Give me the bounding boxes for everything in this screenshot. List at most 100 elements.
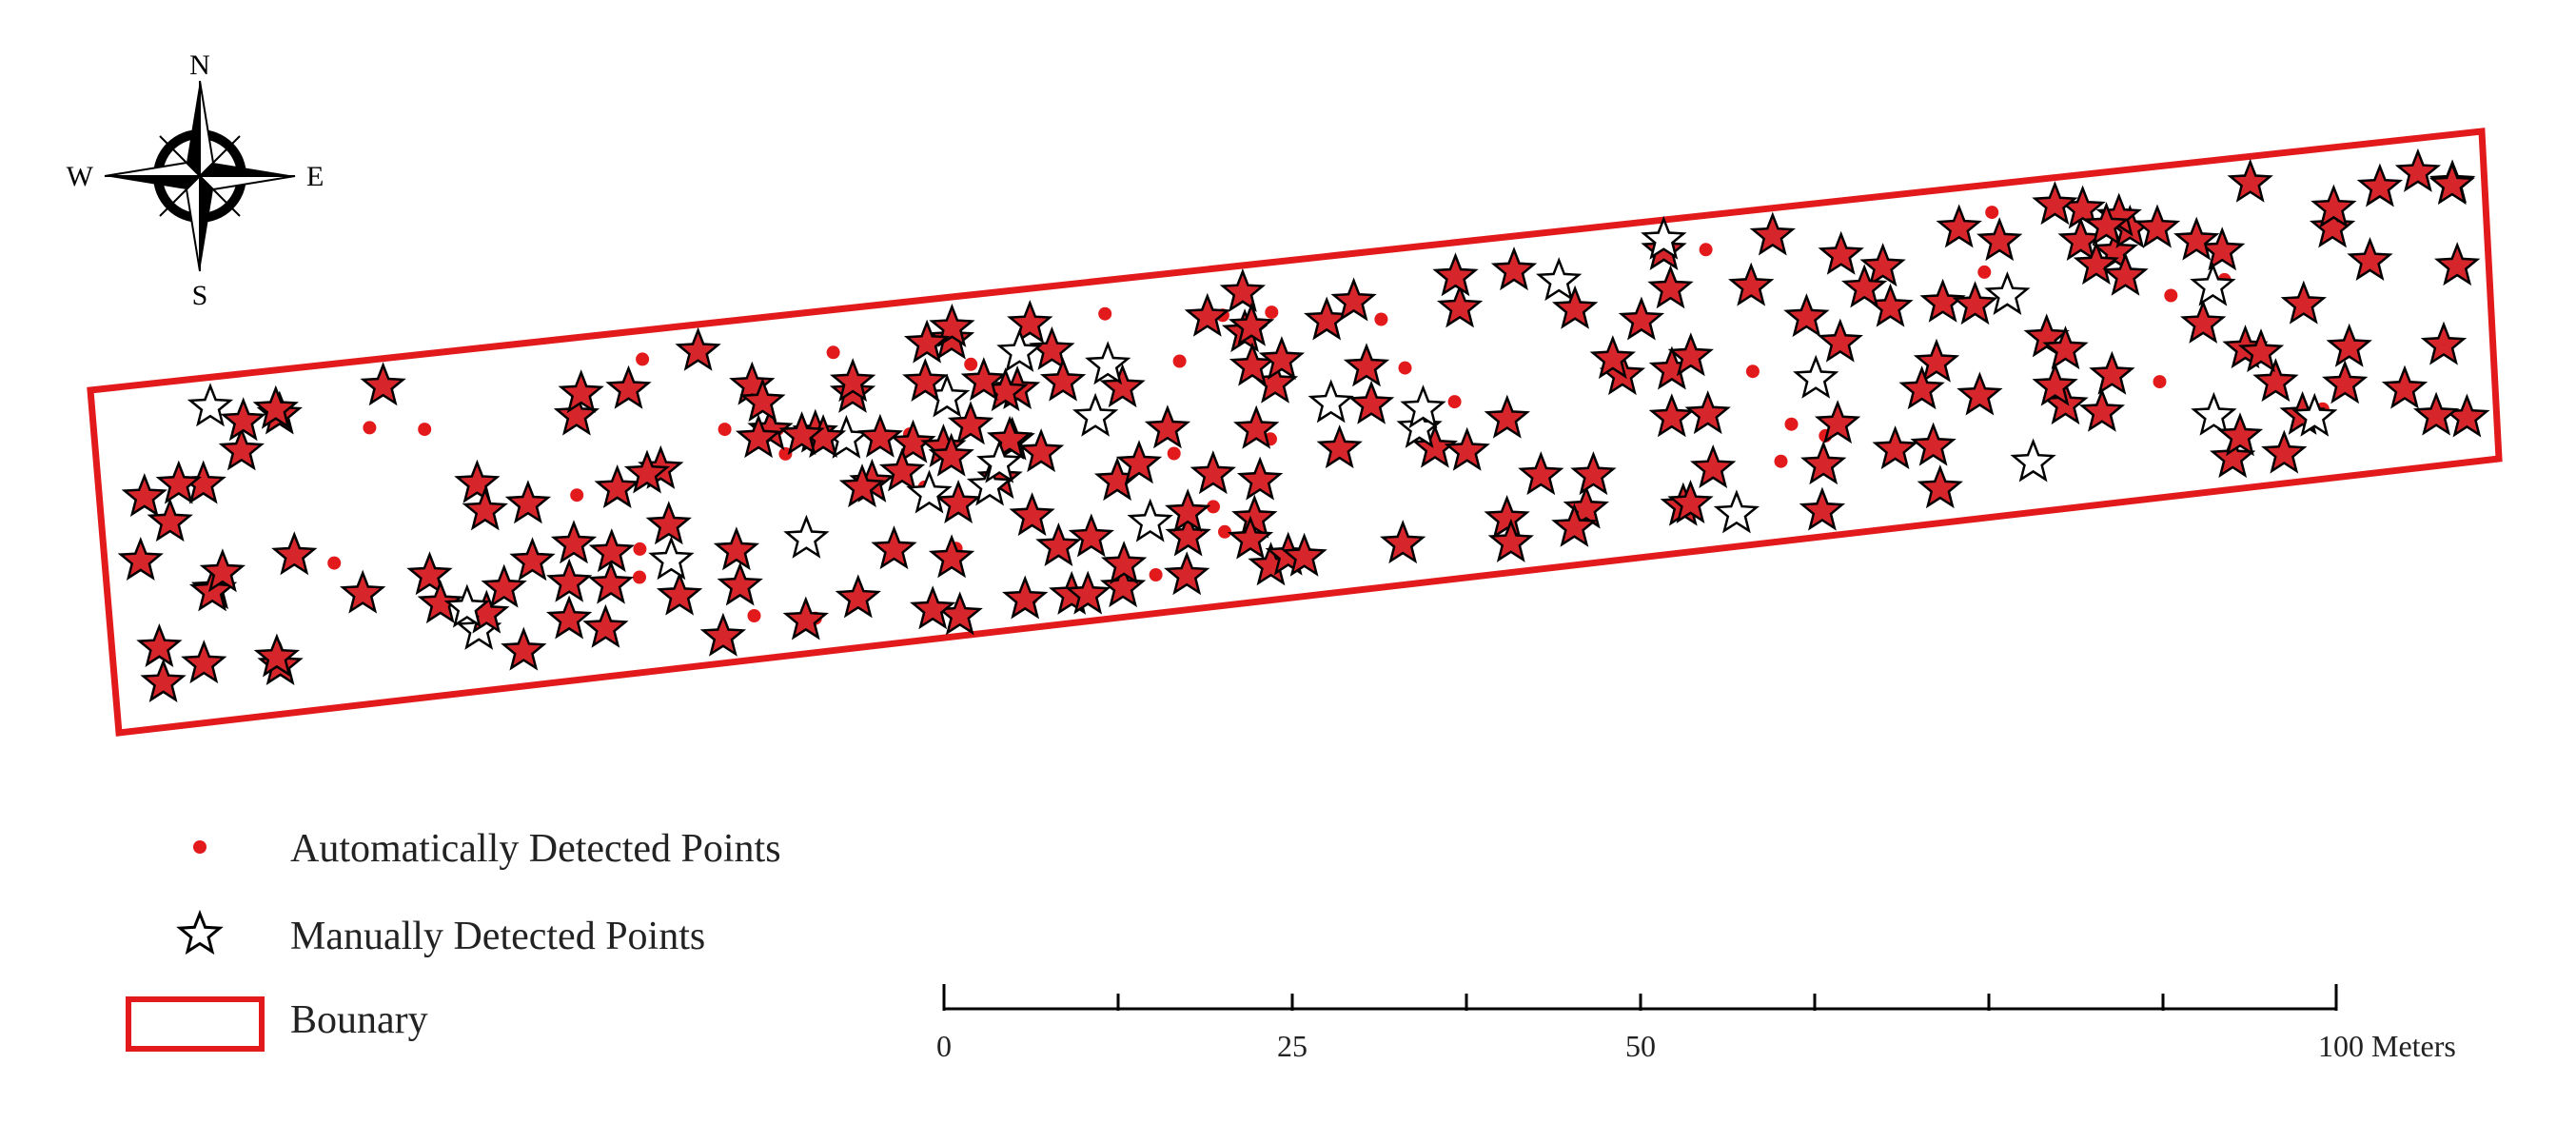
manual-point-star xyxy=(1958,373,2001,414)
legend-boundary-label: Bounary xyxy=(290,998,428,1042)
compass-rose: N S E W xyxy=(67,49,324,311)
manual-point-star xyxy=(930,536,973,577)
manual-point-star xyxy=(1785,295,1828,336)
manual-point-star xyxy=(715,528,758,569)
scale-label-100-meters: 100 Meters xyxy=(2318,1029,2456,1063)
manual-point-star xyxy=(552,522,596,562)
auto-point-dot xyxy=(1784,417,1799,431)
manual-point-star xyxy=(2358,165,2402,206)
legend-auto-label: Automatically Detected Points xyxy=(290,827,781,871)
manual-point-star xyxy=(607,366,650,408)
manual-point-star xyxy=(584,605,627,647)
compass-north-label: N xyxy=(189,49,210,81)
legend: Automatically Detected Points Manually D… xyxy=(126,827,781,1052)
auto-point-dot xyxy=(1167,446,1181,461)
manual-point-star xyxy=(119,539,162,580)
manual-point-star xyxy=(2324,362,2367,403)
manual-point-star xyxy=(650,538,693,579)
manual-point-star xyxy=(1309,381,1352,422)
manual-point-star xyxy=(1819,320,1861,362)
manual-point-star xyxy=(2383,366,2427,408)
manual-point-star xyxy=(1912,424,1955,465)
boundary-polygon xyxy=(87,128,2503,737)
manual-point-star xyxy=(2193,393,2235,435)
manual-point-star xyxy=(718,563,761,604)
manual-point-star xyxy=(1445,428,1488,470)
manual-point-star xyxy=(2091,352,2134,394)
manual-point-star xyxy=(658,573,701,615)
auto-point-dot xyxy=(1985,206,1999,220)
manual-point-star xyxy=(1318,426,1361,467)
manual-point-star xyxy=(1146,406,1190,447)
auto-point-dot xyxy=(1265,305,1279,320)
manual-point-star xyxy=(2182,302,2225,343)
auto-point-dot xyxy=(964,357,978,371)
manual-point-star xyxy=(1191,452,1234,493)
auto-point-dot xyxy=(1374,312,1388,326)
manual-point-star xyxy=(1918,466,1961,507)
manual-point-star xyxy=(1349,382,1393,424)
auto-point-dot xyxy=(633,542,647,556)
auto-point-dot xyxy=(570,488,584,503)
manual-point-star xyxy=(1715,491,1759,532)
manual-point-star xyxy=(2430,163,2473,204)
auto-point-dot xyxy=(1745,365,1760,379)
manual-point-star xyxy=(2436,244,2479,285)
manual-point-star xyxy=(1795,356,1838,398)
manual-point-star xyxy=(998,330,1041,371)
manual-point-star xyxy=(1041,359,1085,401)
manual-point-star xyxy=(2135,206,2179,246)
scale-label-50: 50 xyxy=(1625,1029,1656,1063)
scale-label-25: 25 xyxy=(1277,1029,1308,1063)
auto-point-dot xyxy=(2153,375,2167,389)
manual-point-star xyxy=(880,449,924,490)
manual-point-star xyxy=(2446,395,2488,436)
manual-point-star xyxy=(2282,282,2325,324)
manual-point-star xyxy=(1620,298,1663,339)
manual-point-star xyxy=(1874,427,1917,468)
compass-west-label: W xyxy=(67,161,94,192)
auto-point-dot xyxy=(1172,354,1187,368)
auto-point-dot xyxy=(633,570,646,584)
manual-point-star xyxy=(912,587,954,628)
legend-manual-label: Manually Detected Points xyxy=(290,915,705,958)
manual-point-star xyxy=(123,475,166,516)
manual-point-star xyxy=(362,364,404,404)
manual-point-star xyxy=(1937,206,1980,246)
manual-point-star xyxy=(456,461,499,503)
manual-point-star xyxy=(138,625,181,666)
manual-point-star xyxy=(2080,389,2124,431)
manual-point-star xyxy=(1073,394,1117,436)
manual-point-star xyxy=(1978,219,2021,260)
manual-point-star xyxy=(1382,522,1425,562)
auto-point-dot xyxy=(1447,395,1462,409)
manual-point-star xyxy=(1686,392,1729,433)
manual-point-star xyxy=(2034,183,2076,224)
legend-boundary-swatch xyxy=(126,996,265,1052)
manual-point-star xyxy=(1900,367,1943,408)
manual-point-star xyxy=(2254,360,2297,401)
manual-point-star xyxy=(511,539,554,580)
manual-point-star xyxy=(1650,395,1693,436)
manual-point-star xyxy=(1819,232,1862,274)
auto-point-dot xyxy=(1207,500,1220,514)
scale-label-0: 0 xyxy=(936,1029,952,1063)
auto-point-dot xyxy=(1398,361,1412,375)
manual-point-star xyxy=(2414,393,2458,435)
manual-point-star xyxy=(1186,294,1229,336)
manual-point-star xyxy=(1221,270,1265,311)
manual-point-star xyxy=(1166,553,1209,594)
manual-point-star xyxy=(548,560,591,601)
auto-point-dot xyxy=(1774,454,1788,468)
manual-point-star xyxy=(1520,453,1563,494)
manual-point-star xyxy=(1692,446,1735,487)
compass-south-label: S xyxy=(192,280,208,311)
manual-point-star xyxy=(1649,266,1692,307)
manual-point-star xyxy=(1238,458,1282,500)
manual-point-star xyxy=(1986,273,2029,314)
manual-point-star xyxy=(2396,150,2440,191)
manual-point-star xyxy=(2229,160,2271,202)
manual-point-star xyxy=(908,471,951,512)
auto-point-dot xyxy=(1098,306,1112,321)
manual-point-star xyxy=(1802,443,1845,483)
